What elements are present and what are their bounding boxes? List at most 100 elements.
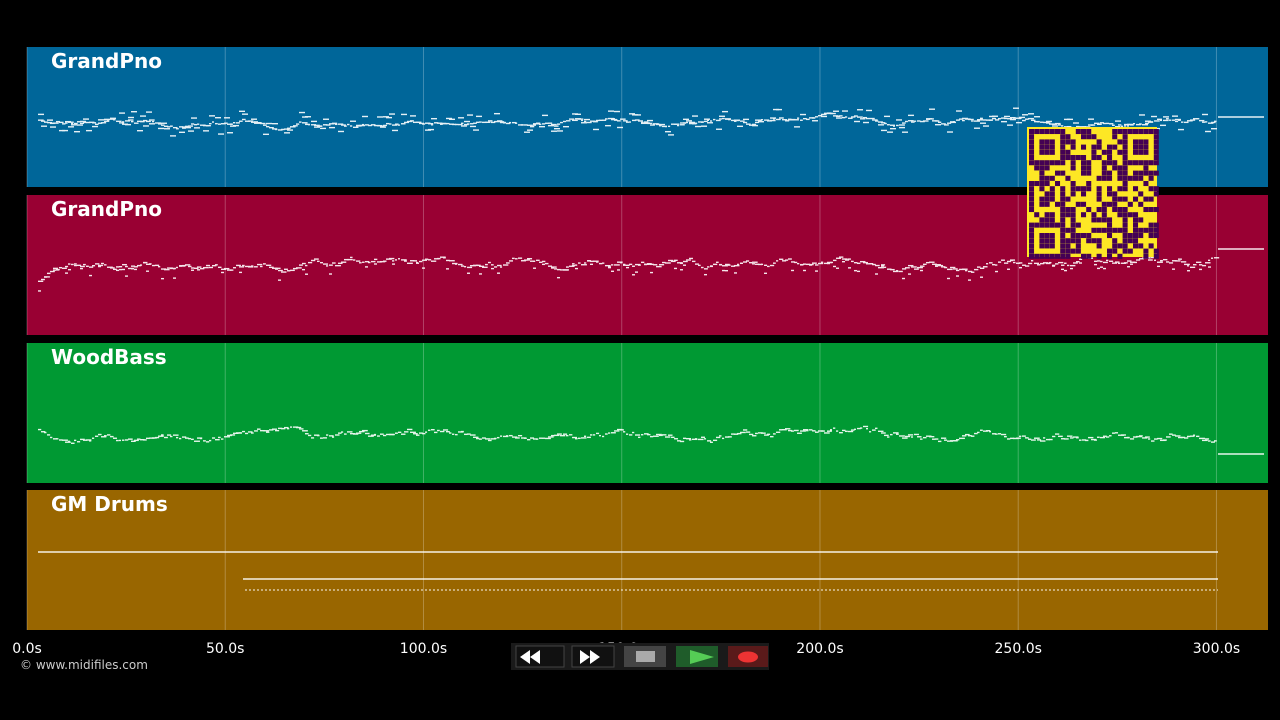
qr-module: [1044, 201, 1050, 207]
qr-module: [1065, 175, 1071, 181]
qr-module: [1039, 196, 1045, 202]
qr-module: [1107, 191, 1113, 197]
qr-module: [1112, 129, 1118, 135]
qr-module: [1101, 170, 1107, 176]
qr-module: [1143, 144, 1149, 150]
qr-module: [1133, 186, 1139, 192]
qr-module: [1065, 253, 1071, 259]
qr-module: [1086, 181, 1092, 187]
qr-module: [1034, 212, 1040, 218]
qr-module: [1039, 201, 1045, 207]
qr-module: [1060, 134, 1066, 140]
qr-module: [1044, 149, 1050, 155]
qr-module: [1081, 129, 1087, 135]
qr-module: [1143, 165, 1149, 171]
qr-module: [1029, 191, 1035, 197]
qr-module: [1153, 233, 1159, 239]
qr-module: [1148, 233, 1154, 239]
qr-module: [1122, 212, 1128, 218]
qr-module: [1086, 170, 1092, 176]
qr-module: [1122, 181, 1128, 187]
qr-module: [1081, 165, 1087, 171]
qr-module: [1122, 222, 1128, 228]
qr-module: [1122, 186, 1128, 192]
qr-module: [1075, 201, 1081, 207]
qr-module: [1107, 253, 1113, 259]
qr-module: [1081, 186, 1087, 192]
qr-module: [1091, 227, 1097, 233]
qr-module: [1133, 222, 1139, 228]
qr-module: [1122, 243, 1128, 249]
qr-module: [1060, 186, 1066, 192]
qr-module: [1112, 238, 1118, 244]
qr-module: [1049, 238, 1055, 244]
play-button[interactable]: [676, 646, 718, 667]
qr-module: [1086, 160, 1092, 166]
qr-module: [1044, 144, 1050, 150]
notes: [38, 551, 1218, 591]
qr-module: [1081, 201, 1087, 207]
track-name: GrandPno: [51, 49, 162, 73]
qr-module: [1060, 144, 1066, 150]
qr-module: [1086, 165, 1092, 171]
qr-module: [1107, 144, 1113, 150]
qr-module: [1148, 186, 1154, 192]
qr-module: [1107, 186, 1113, 192]
qr-module: [1148, 207, 1154, 213]
qr-module: [1081, 253, 1087, 259]
qr-module: [1049, 160, 1055, 166]
qr-module: [1112, 134, 1118, 140]
qr-module: [1133, 149, 1139, 155]
forward-icon: [580, 650, 600, 664]
forward-button[interactable]: [571, 645, 615, 668]
qr-module: [1148, 227, 1154, 233]
qr-module: [1039, 238, 1045, 244]
qr-module: [1091, 238, 1097, 244]
qr-module: [1148, 129, 1154, 135]
qr-module: [1070, 186, 1076, 192]
qr-module: [1060, 207, 1066, 213]
stop-button[interactable]: [624, 646, 666, 667]
qr-module: [1112, 165, 1118, 171]
qr-module: [1075, 238, 1081, 244]
qr-module: [1060, 222, 1066, 228]
qr-module: [1029, 139, 1035, 145]
qr-module: [1153, 170, 1159, 176]
qr-module: [1107, 149, 1113, 155]
track-background: [27, 343, 1268, 483]
qr-module: [1122, 238, 1128, 244]
qr-module: [1081, 212, 1087, 218]
qr-module: [1112, 144, 1118, 150]
qr-module: [1117, 253, 1123, 259]
qr-module: [1055, 253, 1061, 259]
qr-module: [1101, 201, 1107, 207]
qr-module: [1060, 160, 1066, 166]
qr-module: [1039, 160, 1045, 166]
qr-module: [1122, 207, 1128, 213]
qr-module: [1049, 139, 1055, 145]
record-button[interactable]: [728, 646, 768, 667]
qr-module: [1034, 165, 1040, 171]
qr-module: [1070, 165, 1076, 171]
qr-module: [1133, 144, 1139, 150]
qr-module: [1122, 170, 1128, 176]
qr-module: [1096, 253, 1102, 259]
qr-module: [1112, 227, 1118, 233]
qr-module: [1101, 175, 1107, 181]
qr-module: [1049, 243, 1055, 249]
qr-module: [1044, 222, 1050, 228]
qr-module: [1039, 139, 1045, 145]
qr-module: [1143, 207, 1149, 213]
rewind-icon: [520, 650, 540, 664]
rewind-button[interactable]: [515, 645, 565, 668]
track-background: [27, 490, 1268, 630]
x-tick-label: 50.0s: [206, 641, 244, 657]
qr-module: [1044, 217, 1050, 223]
qr-module: [1065, 155, 1071, 161]
qr-module: [1117, 165, 1123, 171]
qr-module: [1029, 243, 1035, 249]
qr-module: [1081, 134, 1087, 140]
qr-module: [1049, 191, 1055, 197]
track: WoodBass: [26, 343, 1268, 483]
qr-module: [1107, 233, 1113, 239]
